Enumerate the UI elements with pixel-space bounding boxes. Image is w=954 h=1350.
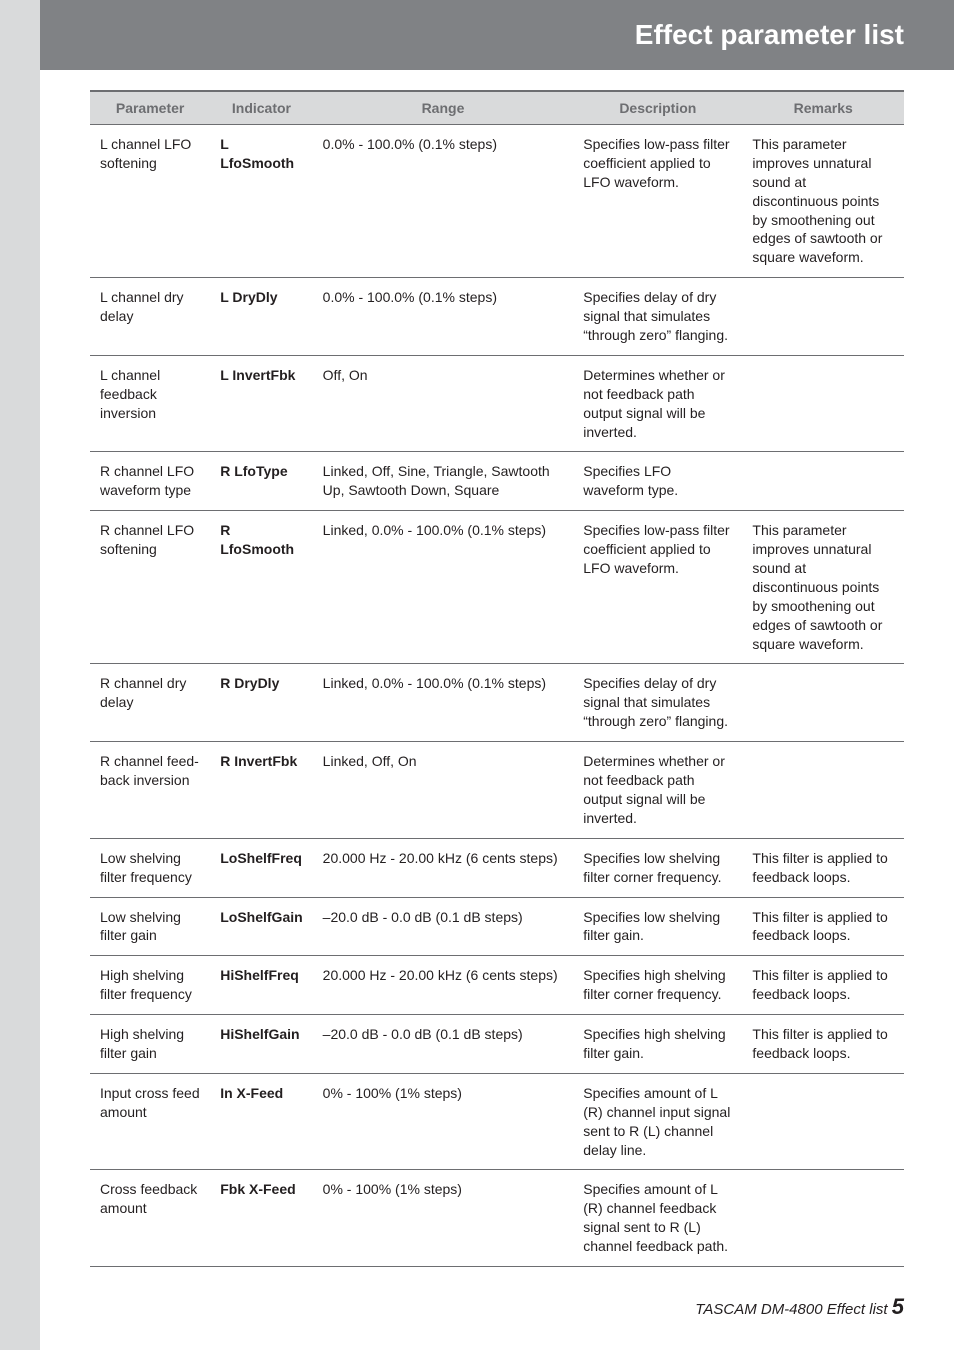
col-header-remarks: Remarks [742,91,904,125]
table-row: R channel dry delayR DryDlyLinked, 0.0% … [90,664,904,742]
table-row: High shelving filter frequencyHiShelfFre… [90,956,904,1015]
cell-range: Linked, Off, On [313,742,574,839]
cell-description: Specifies high shelving filter gain. [573,1015,742,1074]
col-header-description: Description [573,91,742,125]
table-header-row: Parameter Indicator Range Description Re… [90,91,904,125]
col-header-parameter: Parameter [90,91,210,125]
col-header-indicator: Indicator [210,91,312,125]
cell-range: Linked, 0.0% - 100.0% (0.1% steps) [313,511,574,664]
cell-range: Linked, Off, Sine, Triangle, Sawtooth Up… [313,452,574,511]
cell-range: Off, On [313,355,574,452]
cell-range: 0% - 100% (1% steps) [313,1170,574,1267]
cell-indicator: L LfoSmooth [210,125,312,278]
cell-description: Specifies LFO waveform type. [573,452,742,511]
cell-remarks [742,278,904,356]
table-row: Low shelving filter frequencyLoShelfFreq… [90,838,904,897]
cell-parameter: Low shelving filter frequency [90,838,210,897]
cell-indicator: R LfoSmooth [210,511,312,664]
table-row: High shelving filter gainHiShelfGain–20.… [90,1015,904,1074]
cell-remarks [742,742,904,839]
table-row: L channel feedback inversionL InvertFbkO… [90,355,904,452]
cell-remarks: This filter is applied to feedback loops… [742,897,904,956]
page-number: 5 [892,1294,904,1319]
cell-indicator: L InvertFbk [210,355,312,452]
page-footer: TASCAM DM-4800 Effect list 5 [695,1294,904,1320]
cell-range: –20.0 dB - 0.0 dB (0.1 dB steps) [313,897,574,956]
cell-remarks: This parameter improves unnatural sound … [742,125,904,278]
cell-range: 20.000 Hz - 20.00 kHz (6 cents steps) [313,956,574,1015]
cell-indicator: HiShelfFreq [210,956,312,1015]
cell-parameter: L channel feedback inversion [90,355,210,452]
table-row: Cross feedback amountFbk X-Feed0% - 100%… [90,1170,904,1267]
cell-parameter: R channel LFO softening [90,511,210,664]
table-row: L channel LFO softeningL LfoSmooth0.0% -… [90,125,904,278]
cell-description: Determines whether or not feedback path … [573,742,742,839]
table-body: L channel LFO softeningL LfoSmooth0.0% -… [90,125,904,1267]
cell-parameter: High shelving filter gain [90,1015,210,1074]
cell-parameter: R channel dry delay [90,664,210,742]
table-row: R channel LFO softeningR LfoSmoothLinked… [90,511,904,664]
content-area: Parameter Indicator Range Description Re… [0,70,954,1267]
page-header: Effect parameter list [0,0,954,70]
cell-remarks: This filter is applied to feedback loops… [742,1015,904,1074]
cell-description: Specifies delay of dry signal that simul… [573,664,742,742]
cell-description: Specifies delay of dry signal that simul… [573,278,742,356]
cell-remarks [742,1170,904,1267]
cell-remarks [742,1073,904,1170]
cell-indicator: In X-Feed [210,1073,312,1170]
cell-range: –20.0 dB - 0.0 dB (0.1 dB steps) [313,1015,574,1074]
cell-range: Linked, 0.0% - 100.0% (0.1% steps) [313,664,574,742]
cell-remarks [742,664,904,742]
cell-description: Specifies low-pass filter coefficient ap… [573,125,742,278]
cell-description: Specifies amount of L (R) channel input … [573,1073,742,1170]
cell-description: Specifies amount of L (R) channel feedba… [573,1170,742,1267]
cell-parameter: R channel LFO waveform type [90,452,210,511]
cell-indicator: Fbk X-Feed [210,1170,312,1267]
table-row: R channel feed-back inversionR InvertFbk… [90,742,904,839]
cell-description: Specifies low shelving filter corner fre… [573,838,742,897]
cell-range: 0.0% - 100.0% (0.1% steps) [313,278,574,356]
cell-remarks: This filter is applied to feedback loops… [742,956,904,1015]
cell-description: Specifies low shelving filter gain. [573,897,742,956]
cell-range: 20.000 Hz - 20.00 kHz (6 cents steps) [313,838,574,897]
cell-indicator: LoShelfGain [210,897,312,956]
cell-description: Specifies high shelving filter corner fr… [573,956,742,1015]
col-header-range: Range [313,91,574,125]
cell-remarks: This filter is applied to feedback loops… [742,838,904,897]
footer-text: TASCAM DM-4800 Effect list [695,1301,887,1318]
parameter-table: Parameter Indicator Range Description Re… [90,90,904,1267]
cell-parameter: Low shelving filter gain [90,897,210,956]
table-row: Input cross feed amountIn X-Feed0% - 100… [90,1073,904,1170]
cell-parameter: R channel feed-back inversion [90,742,210,839]
cell-indicator: R InvertFbk [210,742,312,839]
cell-indicator: R DryDly [210,664,312,742]
page-title: Effect parameter list [635,19,904,51]
cell-description: Specifies low-pass filter coefficient ap… [573,511,742,664]
cell-parameter: High shelving filter frequency [90,956,210,1015]
cell-range: 0.0% - 100.0% (0.1% steps) [313,125,574,278]
cell-indicator: HiShelfGain [210,1015,312,1074]
cell-parameter: L channel dry delay [90,278,210,356]
cell-parameter: L channel LFO softening [90,125,210,278]
cell-remarks [742,355,904,452]
table-row: R channel LFO waveform typeR LfoTypeLink… [90,452,904,511]
cell-description: Determines whether or not feedback path … [573,355,742,452]
cell-parameter: Cross feedback amount [90,1170,210,1267]
cell-remarks: This parameter improves unnatural sound … [742,511,904,664]
cell-indicator: LoShelfFreq [210,838,312,897]
cell-indicator: L DryDly [210,278,312,356]
cell-remarks [742,452,904,511]
cell-parameter: Input cross feed amount [90,1073,210,1170]
table-row: Low shelving filter gainLoShelfGain–20.0… [90,897,904,956]
table-row: L channel dry delayL DryDly0.0% - 100.0%… [90,278,904,356]
cell-range: 0% - 100% (1% steps) [313,1073,574,1170]
cell-indicator: R LfoType [210,452,312,511]
